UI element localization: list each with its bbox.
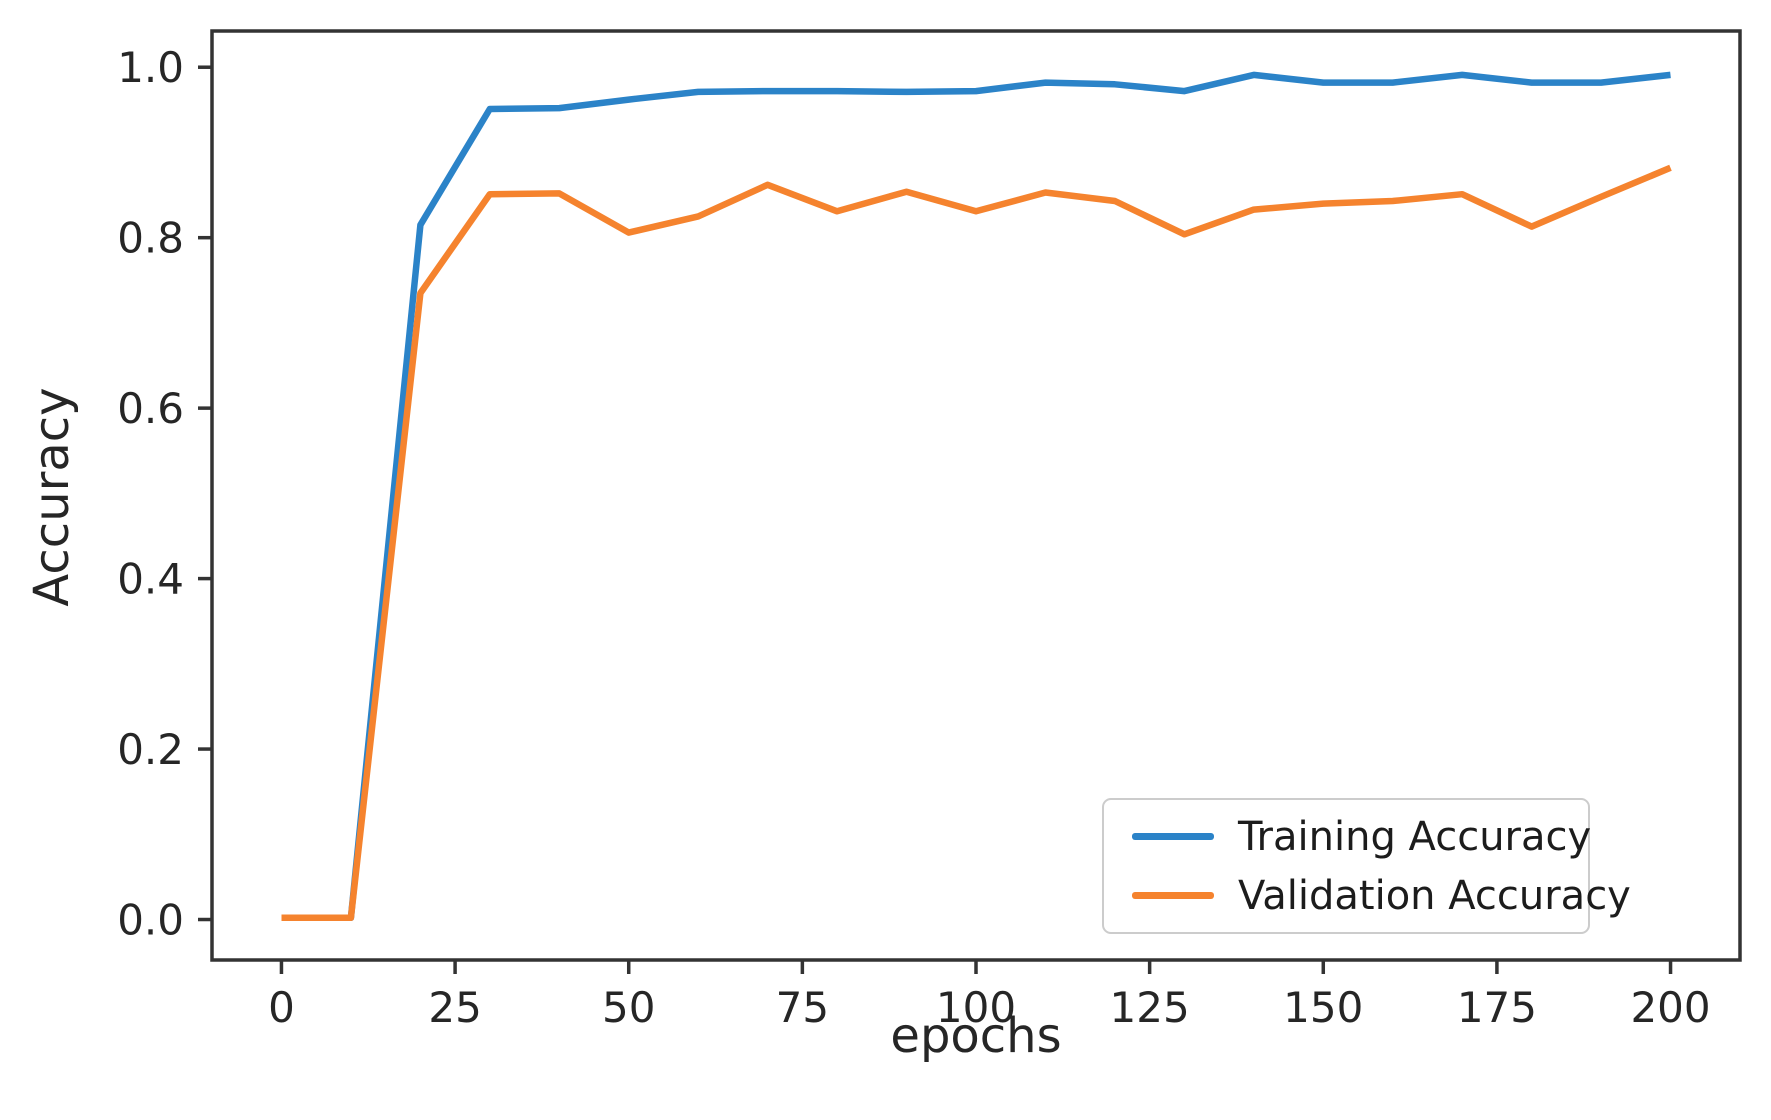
legend: Training Accuracy Validation Accuracy: [1102, 798, 1631, 934]
x-tick-label: 50: [602, 983, 655, 1032]
x-tick-label: 175: [1457, 983, 1537, 1032]
x-tick-label: 150: [1283, 983, 1363, 1032]
legend-label-validation: Validation Accuracy: [1238, 872, 1631, 919]
x-tick-label: 200: [1630, 983, 1710, 1032]
x-axis-label: epochs: [890, 1008, 1062, 1064]
y-tick-label: 0.8: [117, 214, 184, 263]
legend-item-validation: Validation Accuracy: [1132, 874, 1631, 918]
x-tick-label: 0: [268, 983, 295, 1032]
legend-item-training: Training Accuracy: [1132, 813, 1592, 860]
y-tick-label: 0.6: [117, 384, 184, 433]
training-line-swatch: [1132, 833, 1214, 840]
axes-spines: [210, 29, 1742, 962]
y-tick-label: 0.2: [117, 725, 184, 774]
x-tick-label: 25: [428, 983, 481, 1032]
training-accuracy-line: [281, 71, 1671, 922]
validation-line-swatch: [1132, 892, 1214, 899]
x-tick-label: 100: [936, 983, 1016, 1032]
validation-accuracy-line: [281, 164, 1672, 922]
y-tick-label: 0.0: [117, 896, 184, 945]
y-tick-label: 1.0: [117, 43, 184, 92]
y-axis-label: Accuracy: [24, 387, 80, 607]
legend-label-training: Training Accuracy: [1238, 813, 1592, 860]
y-tick-label: 0.4: [117, 555, 184, 604]
y-axis-ticks: 0.0 0.2 0.4 0.6 0.8 1.0: [117, 43, 212, 945]
x-tick-label: 125: [1110, 983, 1190, 1032]
x-axis-ticks: 0 25 50 75 100 125 150 175 200: [268, 960, 1711, 1032]
x-tick-label: 75: [776, 983, 829, 1032]
